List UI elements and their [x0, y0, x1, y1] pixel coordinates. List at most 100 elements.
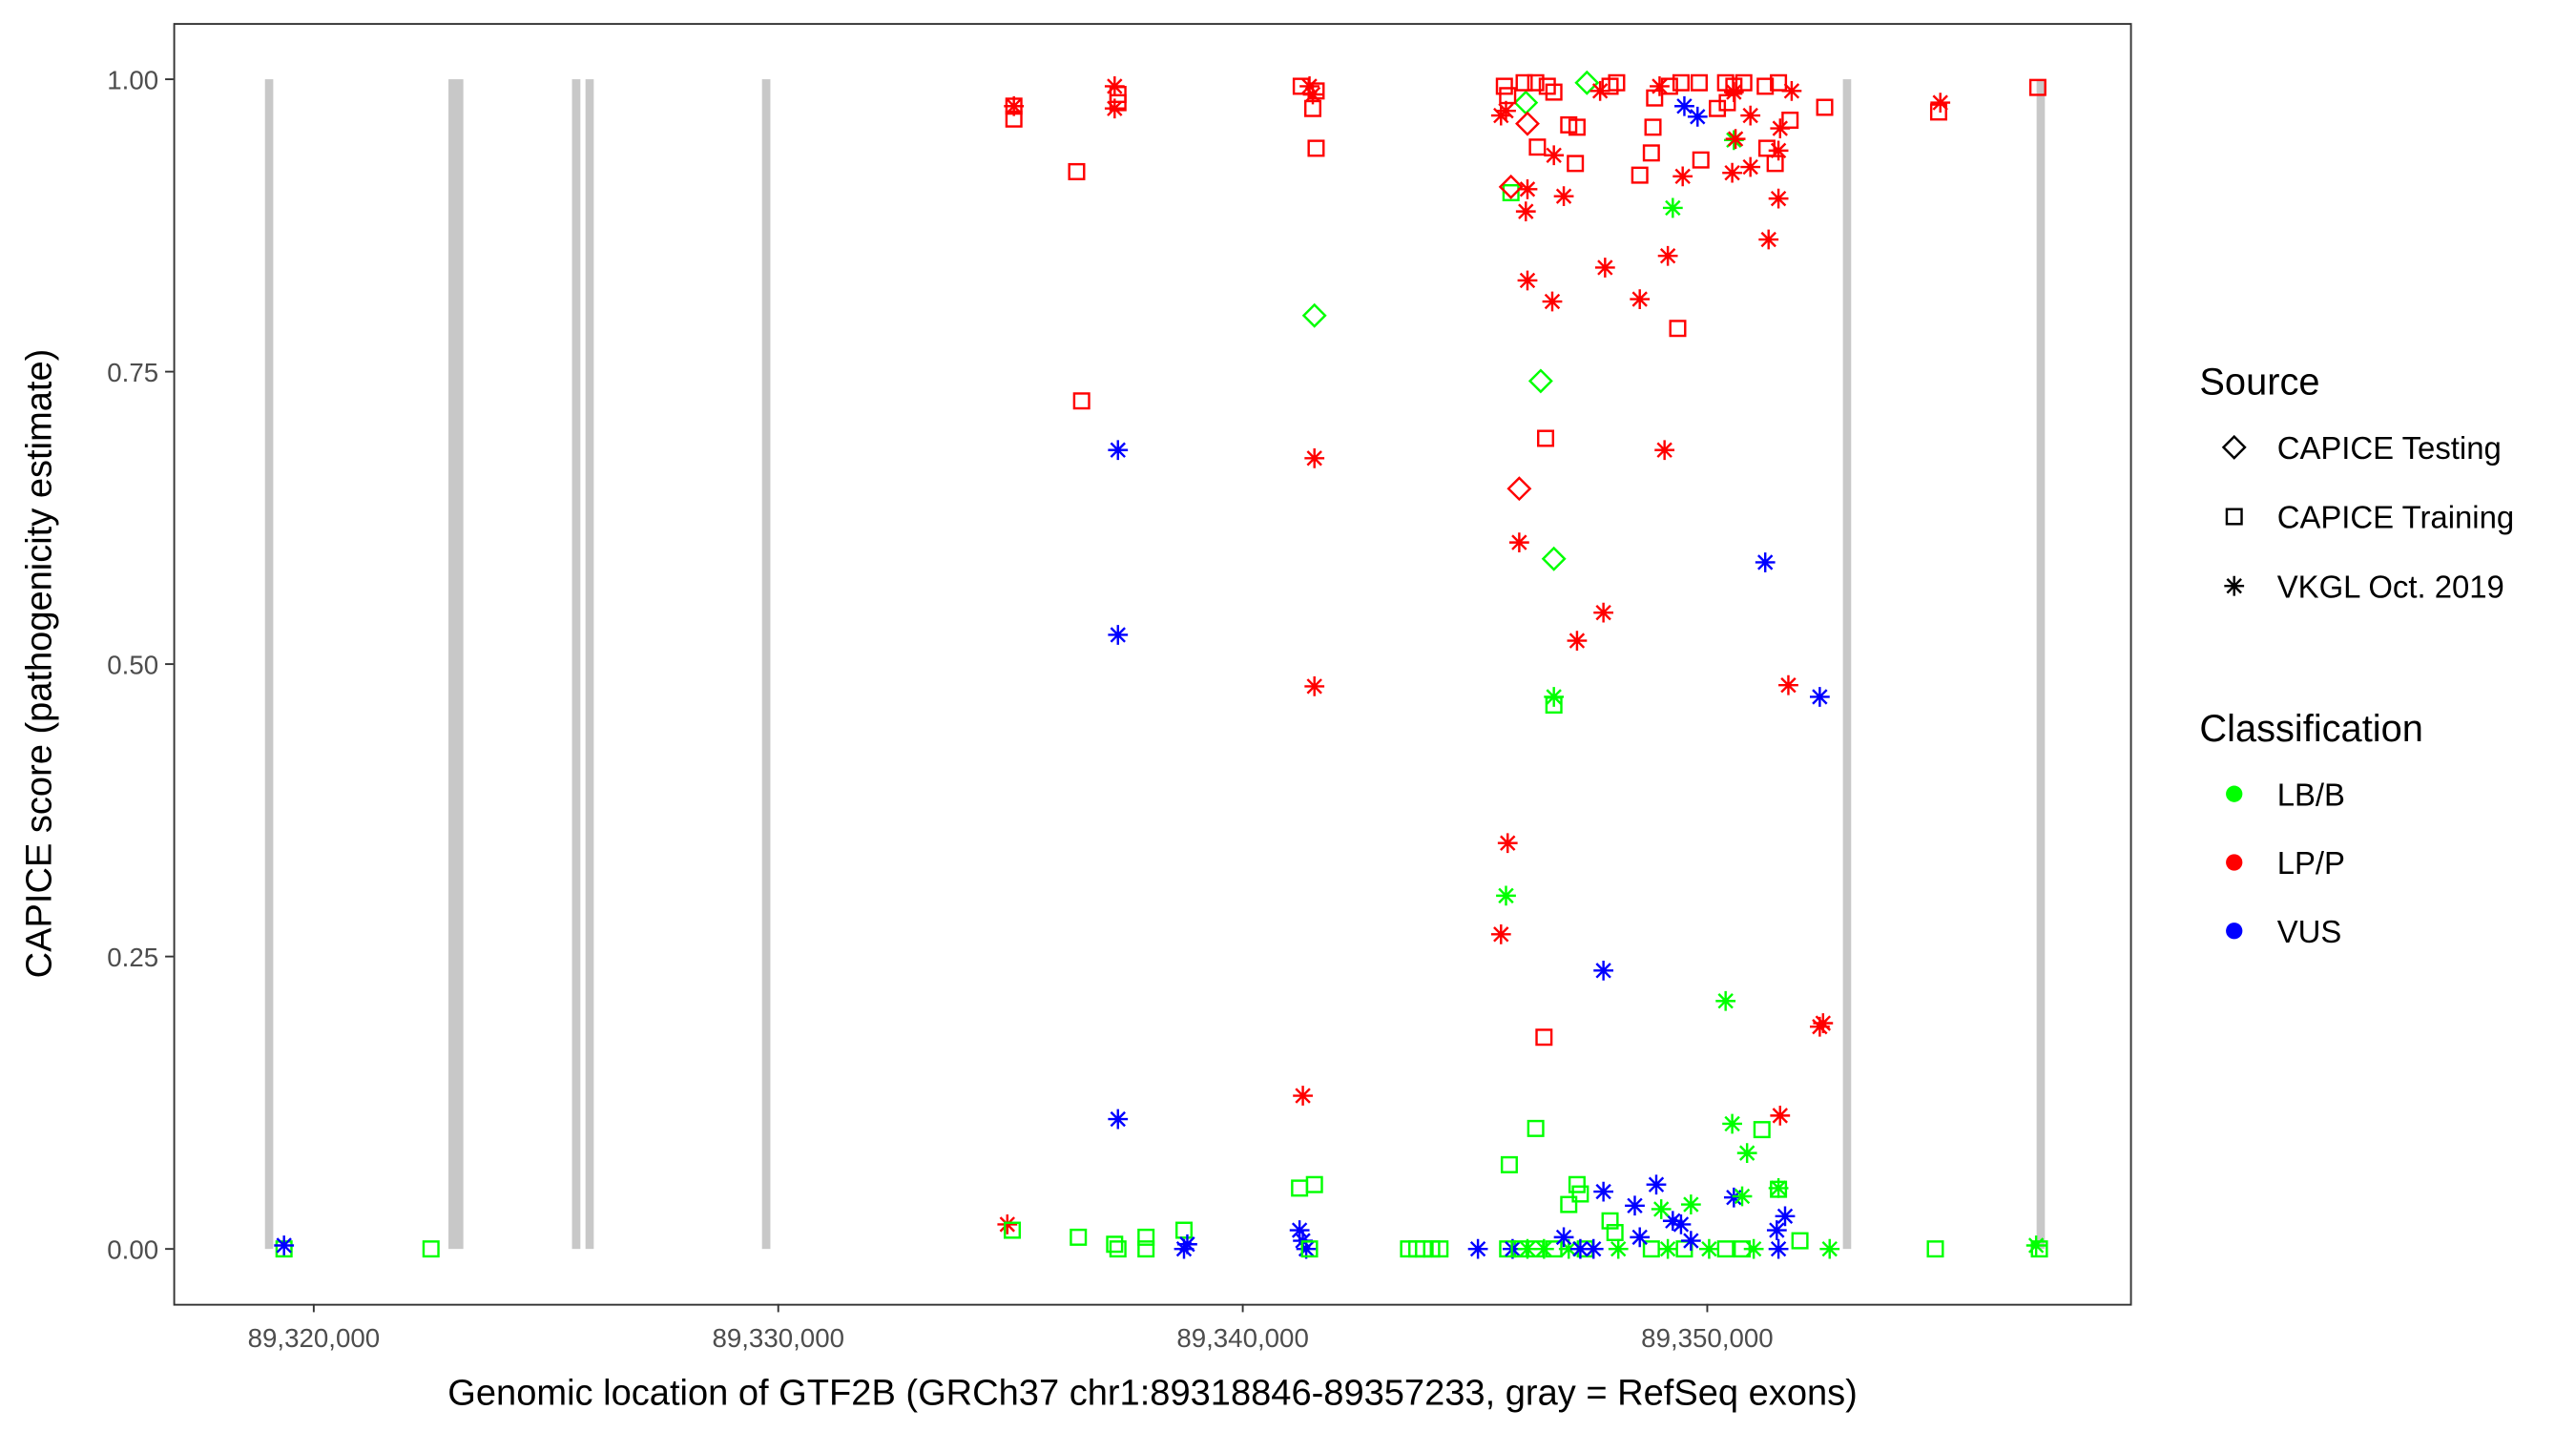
asterisk-marker: [1770, 1106, 1791, 1126]
data-point: [1004, 95, 1025, 116]
asterisk-marker: [1496, 885, 1516, 906]
diamond-marker: [1498, 174, 1524, 199]
data-point: [1515, 111, 1540, 136]
data-point: [1606, 1223, 1624, 1241]
data-point: [1671, 1214, 1692, 1234]
asterisk-marker: [1722, 1113, 1742, 1134]
data-point: [2030, 1240, 2048, 1258]
data-point: [1307, 82, 1325, 100]
data-point: [1766, 1220, 1787, 1240]
asterisk-marker: [1657, 245, 1678, 266]
square-marker: [1545, 83, 1563, 101]
data-point: [1725, 129, 1746, 149]
data-point: [1732, 1186, 1753, 1207]
exon-bar: [1842, 79, 1852, 1250]
data-point: [1304, 676, 1325, 696]
data-point: [1005, 110, 1023, 128]
square-marker: [1537, 429, 1555, 447]
asterisk-marker: [1542, 291, 1563, 312]
data-point: [1589, 80, 1610, 101]
data-point: [1567, 155, 1585, 173]
asterisk-marker: [1809, 687, 1830, 707]
asterisk-marker: [1650, 76, 1670, 96]
asterisk-marker: [1768, 1238, 1789, 1259]
data-point: [1583, 1238, 1604, 1259]
square-marker: [1137, 1228, 1155, 1246]
asterisk-marker: [1657, 1238, 1678, 1259]
square-marker: [422, 1240, 440, 1258]
asterisk-marker: [1490, 923, 1511, 944]
data-point: [1715, 990, 1736, 1011]
square-marker: [1535, 1028, 1553, 1047]
data-point: [1755, 552, 1776, 572]
legend: Source Classification CAPICE Testing CAPI…: [2199, 362, 2514, 949]
asterisk-marker: [1646, 1174, 1667, 1195]
data-point: [1593, 602, 1614, 623]
data-point: [1791, 1232, 1809, 1250]
data-point: [1819, 1238, 1840, 1259]
square-marker: [1502, 184, 1520, 201]
diamond-marker: [1301, 302, 1327, 328]
data-point: [1070, 1228, 1088, 1246]
data-point: [2028, 78, 2046, 96]
square-marker: [1735, 73, 1753, 92]
data-points: [274, 70, 2048, 1259]
asterisk-marker: [1467, 1238, 1488, 1259]
data-point: [1515, 201, 1536, 222]
data-point: [1072, 392, 1091, 410]
asterisk-marker: [1593, 602, 1614, 623]
data-point: [1289, 1220, 1310, 1240]
data-point: [1307, 139, 1325, 157]
data-point: [1690, 73, 1708, 92]
legend-key-diamond: [2221, 434, 2247, 460]
square-marker: [2225, 508, 2243, 526]
data-point: [1716, 1240, 1735, 1258]
data-point: [1657, 1238, 1678, 1259]
data-point: [1646, 1174, 1667, 1195]
square-marker: [1305, 1175, 1323, 1193]
asterisk-marker: [1770, 118, 1791, 138]
data-point: [1490, 923, 1511, 944]
data-point: [1567, 631, 1588, 651]
data-point: [1593, 960, 1614, 981]
data-point: [1662, 1211, 1683, 1232]
asterisk-marker: [1723, 1187, 1744, 1208]
asterisk-marker: [1177, 1234, 1197, 1255]
square-marker: [1766, 155, 1784, 173]
square-marker: [1669, 320, 1687, 338]
square-marker: [1631, 166, 1649, 184]
asterisk-marker: [1680, 1194, 1701, 1214]
legend-label-source: VKGL Oct. 2019: [2277, 569, 2504, 604]
asterisk-marker: [1732, 1186, 1753, 1207]
data-point: [1004, 1221, 1022, 1239]
asterisk-marker: [1558, 1238, 1579, 1259]
data-point: [1722, 1113, 1742, 1134]
plot-panel-border: [173, 23, 2132, 1306]
asterisk-marker: [1593, 1181, 1614, 1202]
asterisk-marker: [1608, 1238, 1629, 1259]
data-point: [1528, 138, 1547, 156]
square-marker: [1725, 77, 1743, 95]
legend-key-square: [2225, 508, 2243, 526]
data-point: [1304, 99, 1322, 117]
asterisk-marker: [1680, 1231, 1701, 1251]
data-point: [1496, 100, 1516, 121]
data-point: [1723, 82, 1744, 102]
data-point: [1625, 1195, 1645, 1216]
asterisk-marker: [1108, 1109, 1129, 1130]
data-point: [1570, 1238, 1590, 1259]
y-axis-title: CAPICE score (pathogenicity estimate): [20, 349, 60, 979]
square-marker: [1660, 77, 1678, 95]
asterisk-marker: [1004, 95, 1025, 116]
square-marker: [1791, 1232, 1809, 1250]
data-point: [1770, 73, 1788, 92]
data-point: [1517, 178, 1538, 199]
asterisk-marker: [1766, 1220, 1787, 1240]
asterisk-marker: [1930, 93, 1951, 113]
exon-bar: [585, 79, 594, 1250]
asterisk-marker: [1302, 84, 1323, 105]
data-point: [1775, 1206, 1796, 1227]
data-point: [2025, 1235, 2046, 1255]
square-marker: [1431, 1240, 1449, 1258]
data-point: [1515, 73, 1533, 92]
